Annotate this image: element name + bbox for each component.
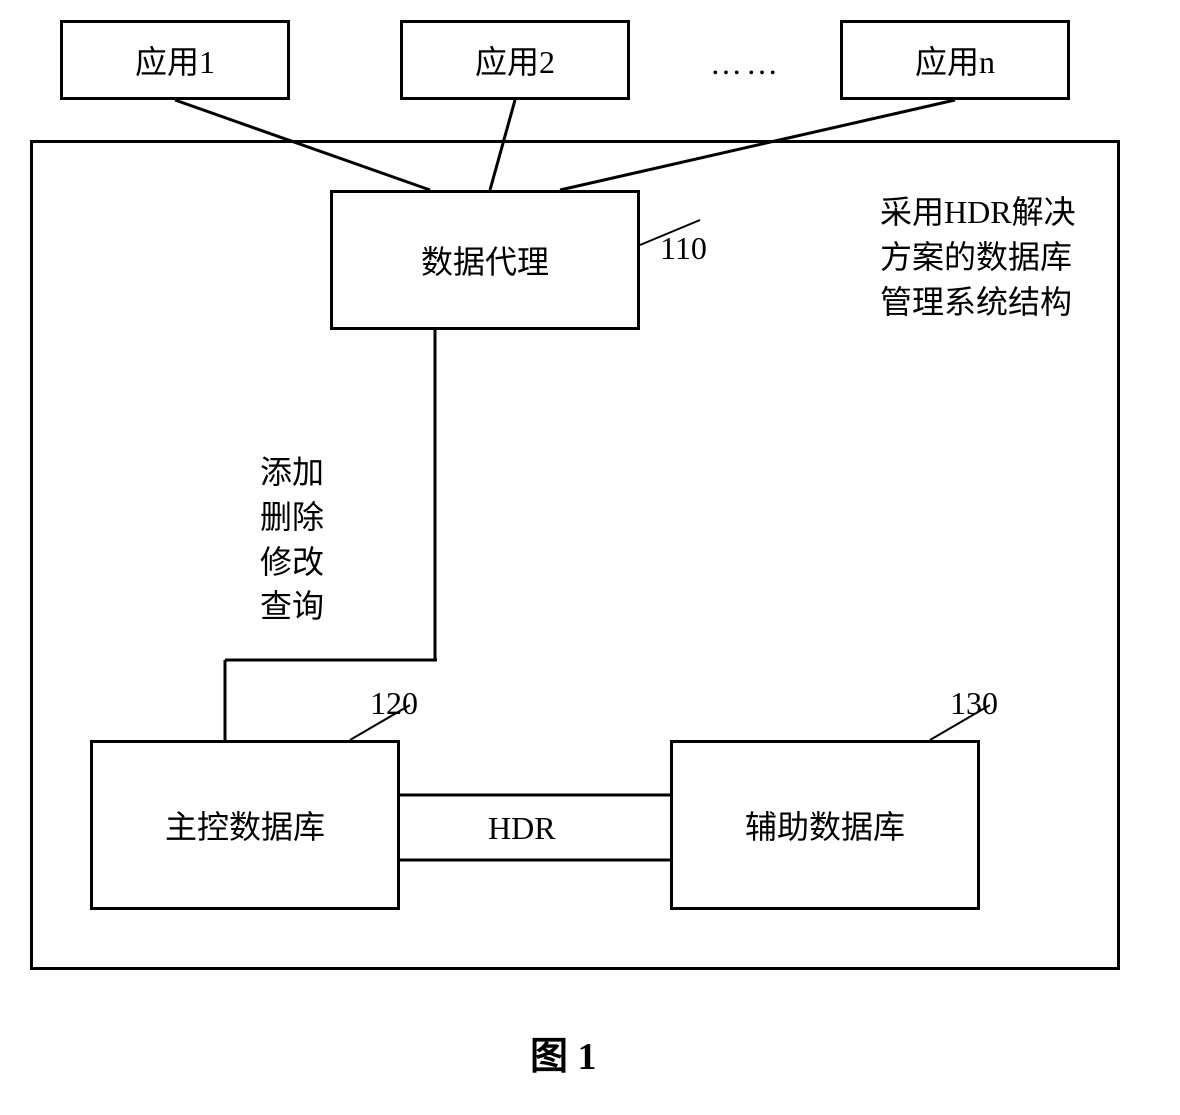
app1-label: 应用1 xyxy=(135,37,215,83)
aux-db-ref-label: 130 xyxy=(950,685,998,722)
ops-line1: 添加 xyxy=(260,450,324,495)
aux-db-box: 辅助数据库 xyxy=(670,740,980,910)
master-db-ref-label: 120 xyxy=(370,685,418,722)
appn-box: 应用n xyxy=(840,20,1070,100)
app2-box: 应用2 xyxy=(400,20,630,100)
container-title-line2: 方案的数据库 xyxy=(880,235,1076,280)
container-title-line1: 采用HDR解决 xyxy=(880,190,1076,235)
figure-label: 图 1 xyxy=(530,1025,597,1080)
proxy-ref-label: 110 xyxy=(660,230,707,267)
container-title: 采用HDR解决 方案的数据库 管理系统结构 xyxy=(880,190,1076,324)
aux-db-label: 辅助数据库 xyxy=(745,802,905,848)
master-db-box: 主控数据库 xyxy=(90,740,400,910)
ops-label: 添加 删除 修改 查询 xyxy=(260,450,324,629)
apps-ellipsis: …… xyxy=(710,45,782,82)
proxy-box: 数据代理 xyxy=(330,190,640,330)
ops-line4: 查询 xyxy=(260,584,324,629)
ops-line2: 删除 xyxy=(260,495,324,540)
appn-label: 应用n xyxy=(915,37,995,83)
app1-box: 应用1 xyxy=(60,20,290,100)
container-title-line3: 管理系统结构 xyxy=(880,280,1076,325)
hdr-label: HDR xyxy=(488,810,556,847)
proxy-label: 数据代理 xyxy=(421,237,549,283)
ops-line3: 修改 xyxy=(260,540,324,585)
master-db-label: 主控数据库 xyxy=(165,802,325,848)
app2-label: 应用2 xyxy=(475,37,555,83)
